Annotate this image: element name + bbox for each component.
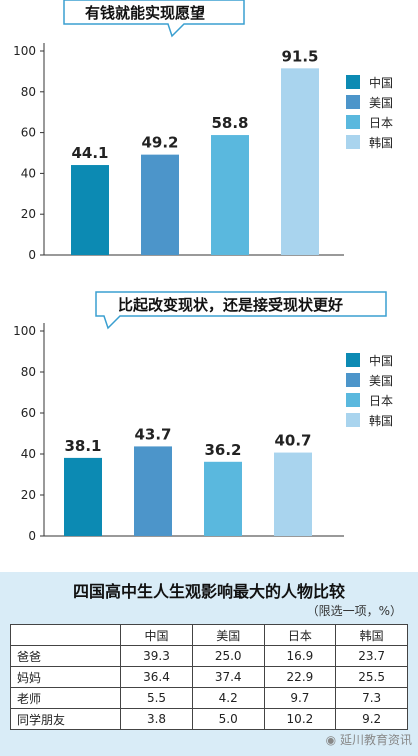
bar-value-label: 58.8 xyxy=(211,114,248,132)
legend-item: 韩国 xyxy=(346,132,393,152)
table-header-cell xyxy=(9,624,122,646)
legend-label: 美国 xyxy=(369,373,394,388)
table-header-cell: 中国 xyxy=(120,624,193,646)
y-tick-label: 80 xyxy=(21,365,36,379)
bar-美国 xyxy=(134,446,172,536)
bar-韩国 xyxy=(274,452,312,536)
y-tick-label: 100 xyxy=(13,44,36,58)
table-header-cell: 日本 xyxy=(263,624,337,646)
legend-item: 日本 xyxy=(346,390,393,410)
table-cell: 23.7 xyxy=(335,645,408,667)
bar-value-label: 91.5 xyxy=(281,47,318,65)
bar-value-label: 38.1 xyxy=(64,437,101,455)
y-tick-label: 60 xyxy=(21,406,36,420)
legend-label: 韩国 xyxy=(369,413,394,428)
legend-swatch xyxy=(346,393,360,407)
chart1-title: 有钱就能实现愿望 xyxy=(85,4,206,22)
chart1-plot: 0 20 40 60 80 100 44.1 49.2 58.8 91.5 xyxy=(13,0,344,262)
table-cell: 39.3 xyxy=(120,645,193,667)
legend-swatch xyxy=(346,373,360,387)
y-tick-label: 20 xyxy=(21,207,36,221)
table-header-row: 中国 美国 日本 韩国 xyxy=(9,624,408,646)
y-tick-label: 0 xyxy=(28,248,36,262)
table-cell: 37.4 xyxy=(191,666,265,688)
title-bubble xyxy=(95,291,387,330)
legend-item: 美国 xyxy=(346,92,393,112)
table-row: 爸爸 39.3 25.0 16.9 23.7 xyxy=(9,645,408,667)
table-cell: 10.2 xyxy=(263,708,337,730)
legend-swatch xyxy=(346,75,360,89)
legend-swatch xyxy=(346,95,360,109)
watermark: ◉ 延川教育资讯 xyxy=(326,731,412,748)
bar-中国 xyxy=(64,457,102,536)
bar-value-label: 43.7 xyxy=(134,425,171,443)
legend-label: 日本 xyxy=(369,393,394,408)
table-cell: 4.2 xyxy=(191,687,265,709)
y-tick-label: 20 xyxy=(21,488,36,502)
table-cell: 3.8 xyxy=(120,708,193,730)
bar-日本 xyxy=(211,135,249,255)
y-tick-label: 60 xyxy=(21,126,36,140)
table-cell: 25.5 xyxy=(335,666,408,688)
y-tick-label: 40 xyxy=(21,166,36,180)
legend-item: 韩国 xyxy=(346,410,393,430)
chart2-title: 比起改变现状，还是接受现状更好 xyxy=(118,296,344,314)
table-row-label: 老师 xyxy=(9,687,122,709)
chart1-legend: 中国 美国 日本 韩国 xyxy=(346,72,393,152)
legend-item: 中国 xyxy=(346,72,393,92)
chart-accept-status: 0 20 40 60 80 100 38.1 43.7 36.2 40.7 比起改变现状，还是接受… xyxy=(0,282,418,572)
legend-swatch xyxy=(346,353,360,367)
legend-item: 日本 xyxy=(346,112,393,132)
table-row: 老师 5.5 4.2 9.7 7.3 xyxy=(9,687,408,709)
table-row: 同学朋友 3.8 5.0 10.2 9.2 xyxy=(9,708,408,730)
legend-item: 中国 xyxy=(346,350,393,370)
table-row: 妈妈 36.4 37.4 22.9 25.5 xyxy=(9,666,408,688)
y-tick-label: 100 xyxy=(13,324,36,338)
influence-table-panel: 四国高中生人生观影响最大的人物比较 （限选一项，%） 中国 美国 日本 韩国 爸… xyxy=(0,572,418,756)
table-cell: 36.4 xyxy=(120,666,193,688)
table-note: （限选一项，%） xyxy=(306,604,402,618)
bar-中国 xyxy=(71,165,109,255)
table-cell: 5.5 xyxy=(120,687,193,709)
watermark-text: 延川教育资讯 xyxy=(339,733,412,747)
y-tick-label: 0 xyxy=(28,529,36,543)
y-tick-label: 40 xyxy=(21,447,36,461)
table-cell: 22.9 xyxy=(263,666,337,688)
title-bubble xyxy=(63,0,245,38)
legend-swatch xyxy=(346,413,360,427)
table-cell: 25.0 xyxy=(191,645,265,667)
table-cell: 16.9 xyxy=(263,645,337,667)
legend-item: 美国 xyxy=(346,370,393,390)
chart2-legend: 中国 美国 日本 韩国 xyxy=(346,350,393,430)
y-tick-label: 80 xyxy=(21,85,36,99)
bar-日本 xyxy=(204,461,242,536)
bar-美国 xyxy=(141,154,179,255)
bar-value-label: 36.2 xyxy=(204,441,241,459)
bar-value-label: 40.7 xyxy=(274,432,311,450)
table-header-cell: 美国 xyxy=(191,624,265,646)
bar-value-label: 44.1 xyxy=(71,144,108,162)
table-cell: 7.3 xyxy=(335,687,408,709)
legend-swatch xyxy=(346,135,360,149)
table-cell: 5.0 xyxy=(191,708,265,730)
legend-label: 韩国 xyxy=(369,135,394,150)
chart-wish-money: 0 20 40 60 80 100 44.1 49.2 58.8 91.5 有钱就能实现愿望 中国… xyxy=(0,0,418,282)
table-row-label: 爸爸 xyxy=(9,645,122,667)
legend-label: 中国 xyxy=(369,353,394,368)
table-cell: 9.2 xyxy=(335,708,408,730)
legend-label: 美国 xyxy=(369,95,394,110)
legend-swatch xyxy=(346,115,360,129)
table-title: 四国高中生人生观影响最大的人物比较 xyxy=(72,582,345,601)
wechat-icon: ◉ xyxy=(325,733,337,747)
table-header-cell: 韩国 xyxy=(335,624,408,646)
chart2-plot: 0 20 40 60 80 100 38.1 43.7 36.2 40.7 xyxy=(13,291,387,543)
table-cell: 9.7 xyxy=(263,687,337,709)
legend-label: 日本 xyxy=(369,115,394,130)
table-row-label: 同学朋友 xyxy=(9,708,122,730)
bar-韩国 xyxy=(281,68,319,255)
table-row-label: 妈妈 xyxy=(9,666,122,688)
bar-value-label: 49.2 xyxy=(141,134,178,152)
influence-table: 中国 美国 日本 韩国 爸爸 39.3 25.0 16.9 23.7 妈妈 36… xyxy=(9,624,408,730)
legend-label: 中国 xyxy=(369,75,394,90)
